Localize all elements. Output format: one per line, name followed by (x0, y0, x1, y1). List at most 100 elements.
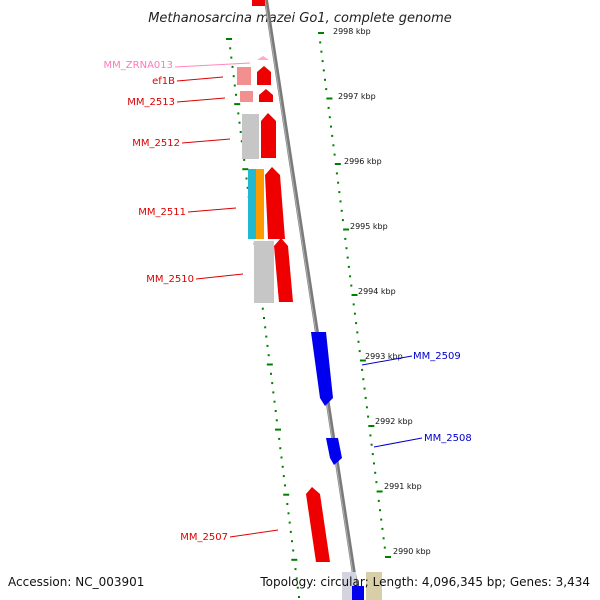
map-title: Methanosarcina mazei Go1, complete genom… (148, 11, 452, 26)
ruler-tick (274, 410, 277, 412)
ruler-tick (283, 493, 290, 496)
gene-feature-mm-2512-grey[interactable] (242, 114, 259, 159)
ruler-tick (265, 335, 268, 338)
ruler-tick (319, 41, 322, 44)
ruler-tick (278, 437, 281, 440)
ruler-tick (235, 93, 237, 96)
ruler-tick (339, 200, 342, 203)
ruler-tick (324, 78, 326, 81)
ruler-tick (343, 228, 350, 231)
ruler-labels: 2998 kbp 2997 kbp 2996 kbp 2995 kbp 2994… (333, 27, 431, 556)
gene-feature-mm-2510[interactable] (274, 238, 293, 302)
ruler-tick (364, 396, 367, 399)
ruler-tick (281, 465, 284, 468)
ruler-tick (287, 512, 290, 515)
gene-feature-ef1b-pink[interactable] (237, 67, 251, 85)
ruler-tick (275, 428, 281, 431)
ruler-tick (279, 447, 282, 450)
gene-label-mm-2511[interactable]: MM_2511 (138, 207, 186, 218)
gene-label-mm-zrna013[interactable]: MM_ZRNA013 (104, 60, 173, 71)
gene-label-mm-2512[interactable]: MM_2512 (132, 138, 180, 149)
ruler-tick (371, 453, 374, 456)
ruler-tick (296, 586, 299, 589)
ruler-label: 2995 kbp (350, 222, 388, 231)
ruler-label: 2994 kbp (358, 287, 396, 296)
ruler-label: 2991 kbp (384, 482, 422, 491)
ruler-tick (292, 549, 295, 552)
ruler-tick (369, 434, 372, 437)
gene-feature-mm-2513[interactable] (259, 89, 273, 102)
ruler-tick (381, 527, 384, 530)
ruler-label: 2990 kbp (393, 547, 431, 556)
ruler-tick (351, 294, 358, 296)
ruler-tick (353, 312, 356, 315)
ruler-tick (261, 307, 264, 310)
ruler-tick (333, 153, 336, 156)
ruler-tick (263, 317, 265, 319)
ruler-tick (238, 121, 241, 124)
ruler-tick (242, 168, 249, 171)
gene-label-mm-2509[interactable]: MM_2509 (413, 351, 461, 362)
ruler-tick (379, 509, 381, 512)
ruler-tick (383, 546, 386, 549)
gene-label-mm-2513[interactable]: MM_2513 (127, 97, 175, 108)
gene-feature-mm-2512[interactable] (261, 113, 276, 158)
gene-feature-bottom-blue[interactable] (352, 586, 364, 600)
label-leaders (174, 62, 423, 538)
ruler-tick (230, 56, 233, 59)
ruler-tick (270, 372, 272, 375)
gene-feature-mm-2510-grey[interactable] (254, 241, 274, 303)
gene-feature-mm-2509[interactable] (311, 332, 333, 406)
gene-feature-mm-2513-pink[interactable] (240, 91, 253, 102)
ruler-tick (326, 97, 333, 100)
gene-label-ef1b[interactable]: ef1B (152, 76, 175, 87)
ruler-tick (264, 326, 267, 329)
ruler-tick (322, 69, 325, 72)
gene-feature-top[interactable] (252, 0, 265, 6)
ruler-tick (373, 462, 375, 465)
gene-feature-mm-2508[interactable] (326, 438, 342, 465)
accession-text: Accession: NC_003901 (8, 575, 144, 589)
ruler-tick (284, 484, 286, 487)
ruler-tick (374, 471, 377, 474)
ruler-tick (232, 75, 235, 78)
ruler-tick (341, 219, 344, 222)
ruler-tick (318, 32, 324, 34)
ruler-tick (266, 344, 269, 347)
gene-feature-mm-2511-cyan[interactable] (248, 169, 256, 239)
gene-label-mm-2508[interactable]: MM_2508 (424, 433, 472, 444)
gene-label-mm-2510[interactable]: MM_2510 (146, 274, 194, 285)
ruler-tick (291, 558, 298, 561)
gene-feature-mm-2511[interactable] (265, 167, 285, 239)
ruler-tick (282, 475, 285, 478)
gene-feature-mm-zrna013[interactable] (257, 56, 269, 60)
ruler-tick (286, 503, 289, 505)
ruler-tick (321, 60, 324, 63)
ruler-tick (240, 140, 243, 143)
ruler-tick (272, 391, 275, 394)
ruler-label: 2998 kbp (333, 27, 371, 36)
ruler-tick (229, 47, 232, 50)
ruler-tick (327, 106, 330, 109)
ruler-tick (359, 359, 366, 362)
ruler-tick (346, 256, 349, 259)
ruler-tick (382, 537, 385, 540)
ruler-tick (368, 425, 375, 427)
backbone (264, 0, 360, 600)
ruler-tick (357, 340, 360, 343)
gene-feature-mm-2507[interactable] (306, 487, 330, 562)
ruler-tick (356, 331, 359, 334)
gene-feature-bottom-tan[interactable] (366, 572, 382, 600)
ruler-tick (280, 456, 283, 459)
gene-feature-mm-2511-orange[interactable] (256, 169, 264, 239)
ruler-tick (375, 481, 378, 484)
ruler-tick (367, 415, 370, 418)
gene-feature-ef1b[interactable] (257, 66, 271, 85)
ruler-tick (380, 518, 383, 521)
ruler-tick (295, 577, 298, 580)
gene-labels: MM_ZRNA013 ef1B MM_2513 MM_2512 MM_2511 … (104, 60, 472, 543)
ruler-tick (376, 490, 383, 493)
gene-label-mm-2507[interactable]: MM_2507 (180, 532, 228, 543)
ruler-tick (245, 177, 248, 180)
